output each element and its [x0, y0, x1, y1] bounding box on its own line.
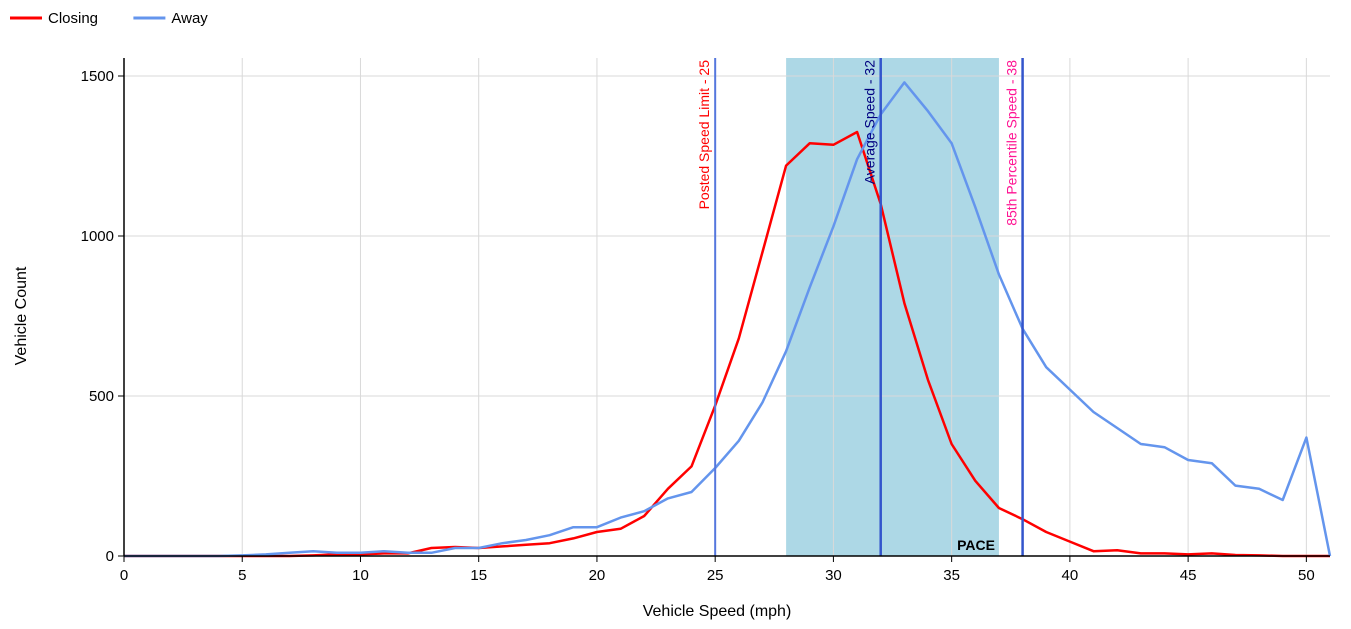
y-tick-label: 1000	[81, 228, 114, 245]
y-tick-label: 0	[106, 548, 114, 565]
x-tick-label: 25	[707, 567, 724, 584]
legend: Closing Away	[10, 10, 208, 27]
y-axis-title: Vehicle Count	[13, 266, 30, 365]
series-line-closing	[124, 130, 1330, 558]
x-tick-label: 50	[1298, 567, 1315, 584]
reference-line-label: Posted Speed Limit - 25	[696, 60, 712, 210]
legend-label-away: Away	[171, 10, 208, 27]
x-axis-title: Vehicle Speed (mph)	[643, 603, 792, 620]
x-tick-label: 15	[470, 567, 487, 584]
pace-band-layer: PACE	[786, 58, 999, 556]
y-tick-label: 1500	[81, 68, 114, 85]
x-tick-label: 5	[238, 567, 246, 584]
x-tick-label: 20	[589, 567, 606, 584]
y-tick-label: 500	[89, 388, 114, 405]
reference-line-label: Average Speed - 32	[862, 60, 878, 184]
x-tick-label: 40	[1062, 567, 1079, 584]
grid-layer	[124, 58, 1330, 556]
x-tick-label: 30	[825, 567, 842, 584]
reference-line-label: 85th Percentile Speed - 38	[1004, 60, 1020, 226]
series-layer	[124, 81, 1332, 558]
x-tick-label: 45	[1180, 567, 1197, 584]
x-tick-label: 10	[352, 567, 369, 584]
legend-label-closing: Closing	[48, 10, 98, 27]
pace-label: PACE	[957, 537, 995, 553]
reference-lines-layer: Posted Speed Limit - 25 Average Speed - 3…	[696, 58, 1024, 556]
series-line-away	[124, 81, 1332, 558]
axis-layer: 0 5 10 15 20 25 30 35 40 45 50050010001500Vehicle …	[13, 58, 1330, 620]
x-tick-label: 35	[943, 567, 960, 584]
x-tick-label: 0	[120, 567, 128, 584]
pace-band	[786, 58, 999, 556]
